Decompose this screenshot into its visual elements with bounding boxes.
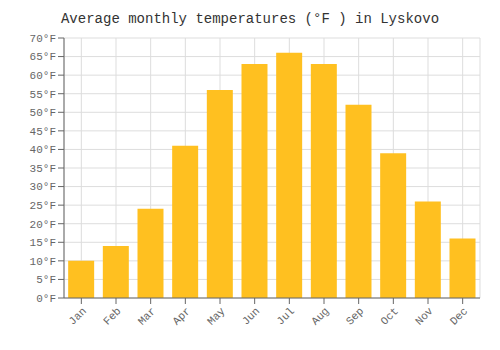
svg-text:25°F: 25°F bbox=[30, 200, 56, 212]
svg-text:Aug: Aug bbox=[309, 305, 331, 327]
svg-text:Dec: Dec bbox=[448, 305, 470, 327]
svg-text:10°F: 10°F bbox=[30, 256, 56, 268]
svg-text:30°F: 30°F bbox=[30, 181, 56, 193]
svg-text:15°F: 15°F bbox=[30, 237, 56, 249]
svg-text:Jul: Jul bbox=[274, 305, 296, 327]
svg-text:Jan: Jan bbox=[66, 305, 88, 327]
svg-text:Sep: Sep bbox=[344, 305, 366, 327]
svg-text:40°F: 40°F bbox=[30, 144, 56, 156]
svg-text:Oct: Oct bbox=[378, 305, 400, 327]
html-text:Average monthly temperatures (: Average monthly temperatures (°F ) in Ly… bbox=[61, 11, 439, 27]
svg-text:20°F: 20°F bbox=[30, 219, 56, 231]
svg-text:70°F: 70°F bbox=[30, 33, 56, 45]
svg-text:Feb: Feb bbox=[101, 305, 123, 327]
svg-text:Nov: Nov bbox=[413, 305, 436, 328]
svg-text:35°F: 35°F bbox=[30, 163, 56, 175]
svg-text:45°F: 45°F bbox=[30, 126, 56, 138]
svg-text:50°F: 50°F bbox=[30, 107, 56, 119]
svg-text:May: May bbox=[205, 305, 228, 328]
svg-text:5°F: 5°F bbox=[36, 274, 56, 286]
svg-text:60°F: 60°F bbox=[30, 70, 56, 82]
svg-text:55°F: 55°F bbox=[30, 89, 56, 101]
svg-text:Mar: Mar bbox=[136, 305, 158, 327]
svg-text:0°F: 0°F bbox=[36, 293, 56, 305]
svg-text:Jun: Jun bbox=[240, 305, 262, 327]
svg-text:Apr: Apr bbox=[170, 305, 192, 327]
svg-text:65°F: 65°F bbox=[30, 51, 56, 63]
